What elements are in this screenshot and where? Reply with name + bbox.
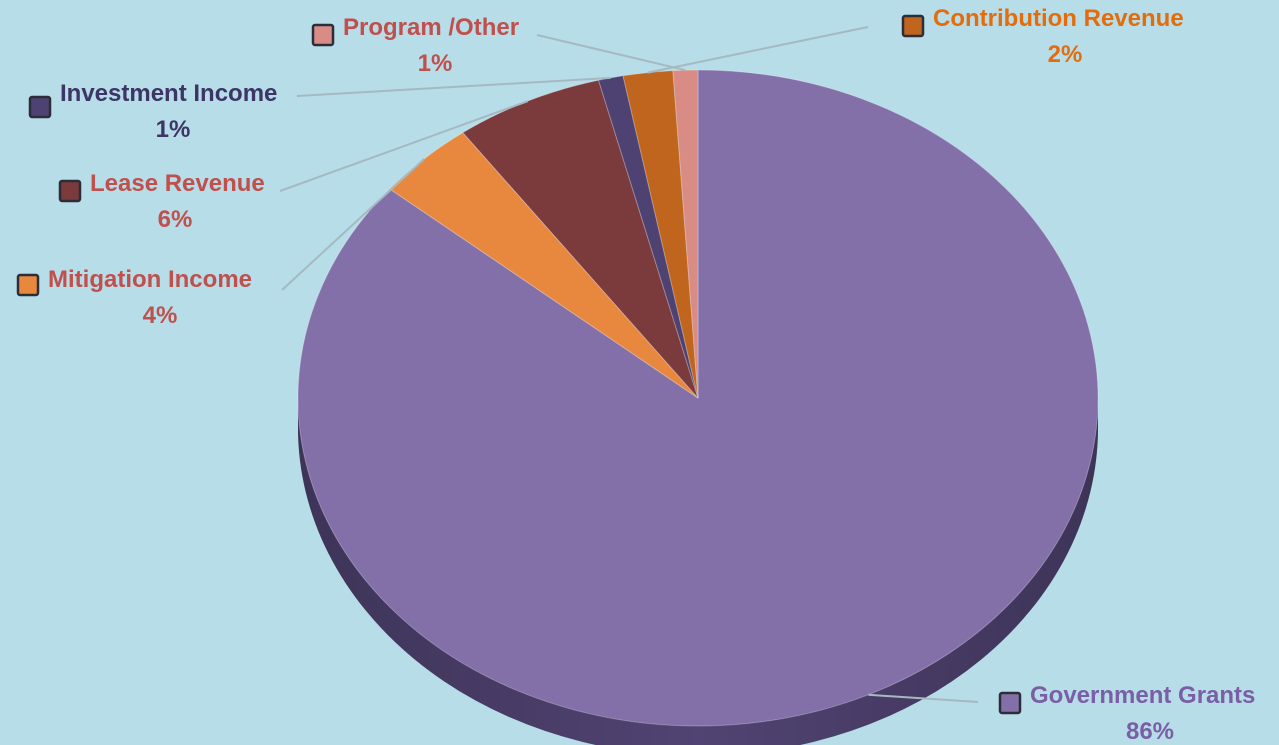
legend-swatch bbox=[901, 14, 925, 38]
slice-percent-label: 2% bbox=[1048, 41, 1083, 68]
leader-line bbox=[281, 158, 425, 291]
leader-line bbox=[868, 693, 979, 703]
slice-percent-label: 6% bbox=[158, 206, 193, 233]
pie-slice-contribution-revenue bbox=[622, 70, 699, 399]
slice-name-label: Government Grants bbox=[1030, 682, 1255, 709]
pie-slice-program-other bbox=[672, 69, 699, 399]
slice-percent-label: 86% bbox=[1126, 718, 1174, 745]
legend-swatch bbox=[28, 95, 52, 119]
pie-slices bbox=[297, 69, 1099, 727]
slice-name-label: Contribution Revenue bbox=[933, 5, 1184, 32]
slice-percent-label: 1% bbox=[418, 50, 453, 77]
legend-swatch bbox=[16, 273, 40, 297]
legend-swatch bbox=[58, 179, 82, 203]
slice-name-label: Lease Revenue bbox=[90, 170, 265, 197]
leader-line bbox=[647, 26, 869, 74]
legend-swatch bbox=[311, 23, 335, 47]
legend-swatch bbox=[998, 691, 1022, 715]
pie-labels: Government Grants 86% Mitigation Income 4% L… bbox=[16, 5, 1255, 745]
slice-name-label: Program /Other bbox=[343, 14, 519, 41]
slice-percent-label: 4% bbox=[143, 302, 178, 329]
pie-slice-lease-revenue bbox=[462, 79, 699, 399]
slice-percent-label: 1% bbox=[156, 116, 191, 143]
pie-slice-mitigation-income bbox=[389, 132, 699, 399]
leader-lines bbox=[279, 26, 979, 703]
leader-line bbox=[296, 76, 611, 97]
slice-name-label: Mitigation Income bbox=[48, 266, 252, 293]
leader-line bbox=[279, 100, 529, 192]
slice-name-label: Investment Income bbox=[60, 80, 277, 107]
leader-line bbox=[536, 34, 686, 72]
